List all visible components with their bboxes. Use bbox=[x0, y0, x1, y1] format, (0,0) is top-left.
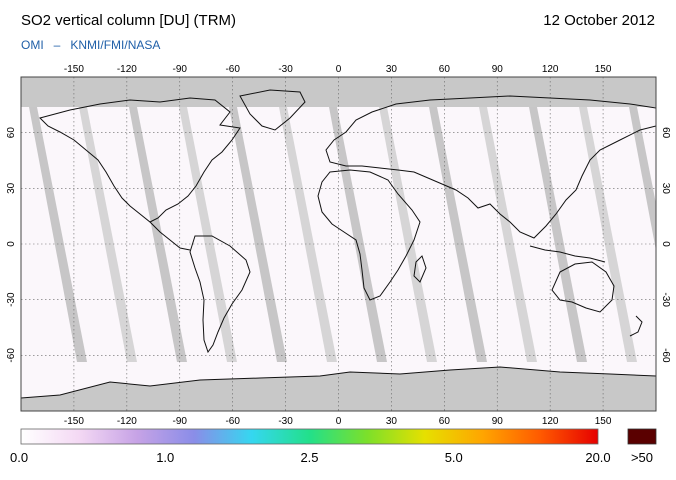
lon-tick-label-top: -60 bbox=[225, 64, 240, 75]
colorbar-overflow-swatch bbox=[627, 428, 657, 445]
orbit-swath-gap bbox=[129, 107, 187, 362]
lon-tick-label-top: -150 bbox=[64, 64, 84, 75]
coastlines bbox=[21, 89, 656, 399]
lat-tick-label-left: 30 bbox=[6, 182, 17, 194]
coast-eurasia bbox=[325, 95, 656, 239]
lon-tick-label-top: -120 bbox=[117, 64, 137, 75]
data-credit: OMI – KNMI/FMI/NASA bbox=[21, 38, 160, 52]
orbit-swath-gap bbox=[29, 107, 87, 362]
lon-tick-label-bottom: -150 bbox=[64, 416, 84, 427]
map-date: 12 October 2012 bbox=[543, 12, 655, 29]
coast-new-zealand bbox=[629, 315, 643, 337]
credit-agencies: KNMI/FMI/NASA bbox=[70, 38, 161, 52]
orbit-swath-gap bbox=[229, 107, 287, 362]
coast-south-america bbox=[189, 235, 251, 354]
lon-tick-label-bottom: 150 bbox=[595, 416, 612, 427]
map-title: SO2 vertical column [DU] (TRM) bbox=[21, 12, 237, 29]
coast-africa bbox=[317, 169, 421, 301]
orbit-swath-gap bbox=[79, 107, 137, 362]
orbit-swath-gap bbox=[279, 107, 337, 362]
colorbar-gradient bbox=[20, 428, 599, 445]
lat-tick-label-right: 60 bbox=[660, 127, 671, 139]
lon-tick-label-top: 90 bbox=[492, 64, 504, 75]
colorbar-tick-label: 0.0 bbox=[10, 450, 28, 465]
lon-tick-label-bottom: 30 bbox=[386, 416, 398, 427]
lon-tick-label-bottom: 60 bbox=[439, 416, 451, 427]
lon-tick-label-bottom: 120 bbox=[542, 416, 559, 427]
lat-tick-label-right: 0 bbox=[660, 241, 671, 247]
lon-tick-label-bottom: 0 bbox=[336, 416, 342, 427]
credit-separator: – bbox=[53, 38, 61, 52]
coast-antarctica bbox=[21, 366, 656, 399]
lat-tick-label-left: 0 bbox=[6, 241, 17, 247]
lon-tick-label-top: 60 bbox=[439, 64, 451, 75]
colorbar-overflow-label: >50 bbox=[631, 450, 653, 465]
colorbar-labels: 0.0 1.0 2.5 5.0 20.0 >50 bbox=[10, 450, 653, 465]
lat-tick-label-left: -60 bbox=[6, 348, 17, 363]
map-frame bbox=[20, 76, 657, 412]
orbit-swath-gap bbox=[629, 107, 656, 251]
coast-indonesia bbox=[529, 245, 606, 263]
lat-tick-label-right: -60 bbox=[660, 348, 671, 363]
lat-tick-label-right: 30 bbox=[660, 183, 671, 195]
orbit-swaths bbox=[29, 107, 656, 362]
colorbar-tick-label: 5.0 bbox=[445, 450, 463, 465]
graticule bbox=[21, 77, 656, 411]
lon-tick-label-top: -90 bbox=[173, 64, 188, 75]
lon-tick-label-top: 0 bbox=[336, 64, 342, 75]
orbit-swath-gap bbox=[479, 107, 537, 362]
credit-instrument: OMI bbox=[21, 38, 44, 52]
orbit-swath-gap bbox=[379, 107, 437, 362]
axis-tick-labels: -150 -150 -120 -120 -90 -90 -60 -60 -30 -30 0 0 30 30… bbox=[6, 64, 671, 427]
lat-tick-label-left: 60 bbox=[6, 127, 17, 139]
orbit-swath-gap bbox=[579, 107, 637, 362]
lon-tick-label-top: 120 bbox=[542, 64, 559, 75]
lon-tick-label-bottom: 90 bbox=[492, 416, 504, 427]
colorbar-tick-label: 1.0 bbox=[156, 450, 174, 465]
lon-tick-label-top: -30 bbox=[278, 64, 293, 75]
orbit-swath-gap bbox=[529, 107, 587, 362]
coast-north-america bbox=[39, 97, 241, 223]
lon-tick-label-bottom: -90 bbox=[173, 416, 188, 427]
colorbar-tick-label: 2.5 bbox=[300, 450, 318, 465]
lon-tick-label-top: 150 bbox=[595, 64, 612, 75]
lon-tick-label-bottom: -30 bbox=[278, 416, 293, 427]
orbit-swath-gap bbox=[429, 107, 487, 362]
coast-madagascar bbox=[413, 255, 427, 283]
lat-tick-label-right: -30 bbox=[660, 292, 671, 307]
lon-tick-label-bottom: -120 bbox=[117, 416, 137, 427]
coast-greenland bbox=[239, 89, 306, 131]
colorbar-tick-label: 20.0 bbox=[585, 450, 610, 465]
lon-tick-label-top: 30 bbox=[386, 64, 398, 75]
coast-central-america bbox=[149, 221, 191, 251]
lon-tick-label-bottom: -60 bbox=[225, 416, 240, 427]
lat-tick-label-left: -30 bbox=[6, 292, 17, 307]
orbit-swath-gap bbox=[179, 107, 237, 362]
coast-australia bbox=[551, 261, 615, 313]
